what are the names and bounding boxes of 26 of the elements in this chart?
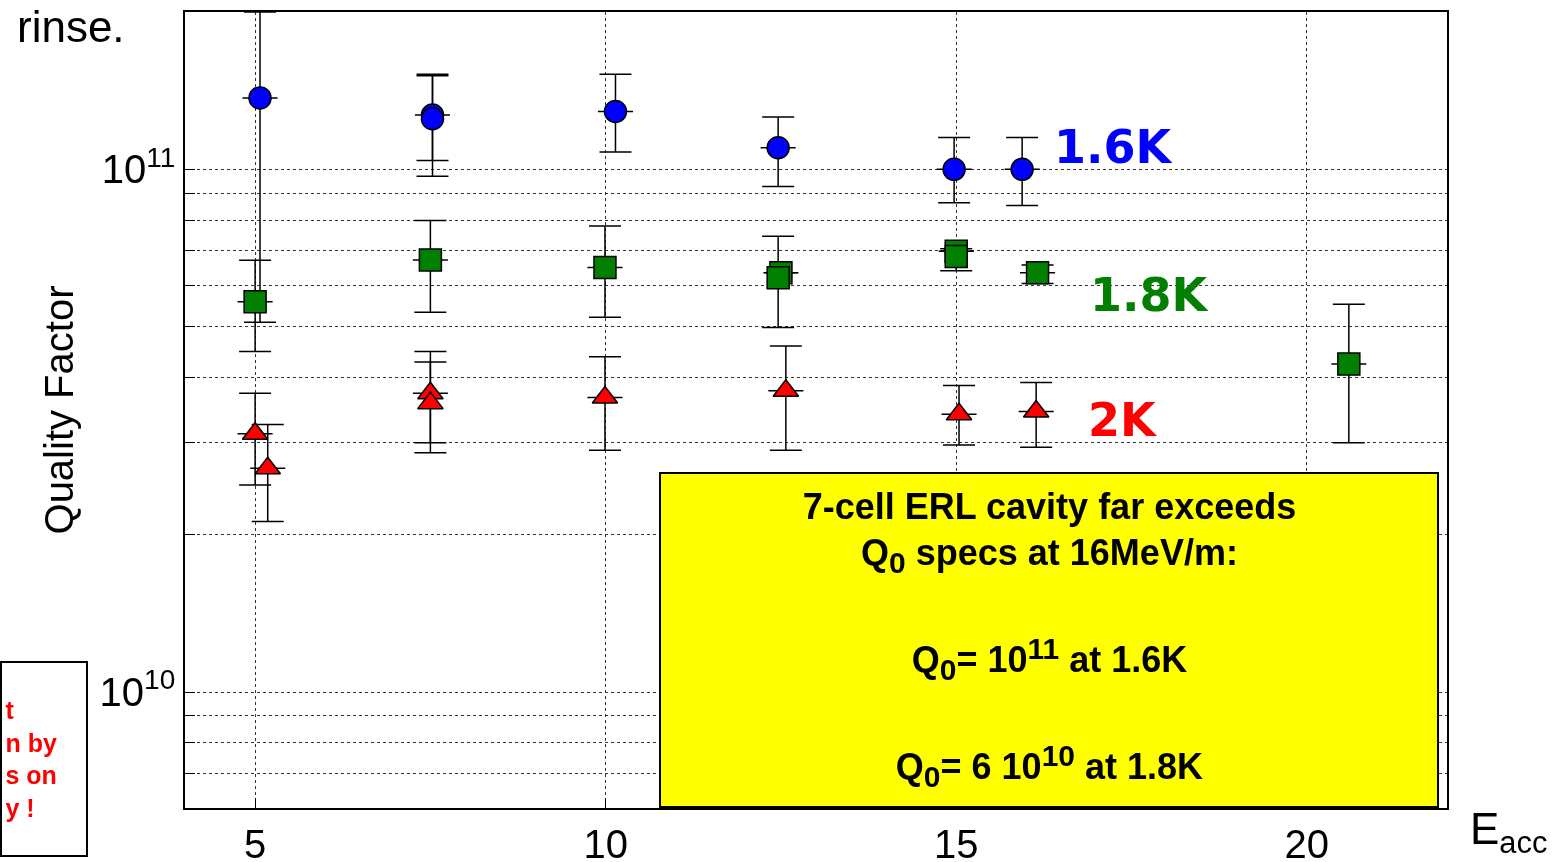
x-tick-label: 10 <box>583 821 628 862</box>
point <box>1010 157 1034 182</box>
text-box: 7-cell ERL cavity far exceeds Q$_{0}$ specs at 16MeV/m: Q$_{0}$= 10$^{11}$ at 1.6K Q$_{0}$= 6 10$^{10}$ at 1.8K <box>659 472 1440 808</box>
legend-label: 1.8K <box>1090 268 1210 322</box>
point <box>603 99 628 124</box>
point <box>243 290 267 314</box>
point <box>944 244 968 269</box>
x-tick-label: 15 <box>933 821 979 862</box>
text-box: t n by s on y ! <box>0 661 88 858</box>
point <box>766 135 790 160</box>
x-tick-label: 5 <box>243 821 267 862</box>
point <box>418 248 443 272</box>
point <box>593 255 617 280</box>
text: rinse. <box>17 2 125 51</box>
point <box>1025 261 1050 285</box>
point <box>766 266 790 290</box>
point <box>1337 352 1361 376</box>
legend-label: 2K <box>1088 393 1159 447</box>
point <box>248 86 272 110</box>
x-tick-label: 20 <box>1284 821 1330 862</box>
y-axis-title: Quality Factor <box>36 285 81 535</box>
point <box>942 157 966 182</box>
x-axis-title: E$_{acc}$ <box>1470 804 1548 861</box>
y-tick-label: 10$^{10}$ <box>99 664 176 715</box>
y-tick-label: 10$^{11}$ <box>101 141 176 192</box>
legend-label: 1.6K <box>1054 120 1174 174</box>
